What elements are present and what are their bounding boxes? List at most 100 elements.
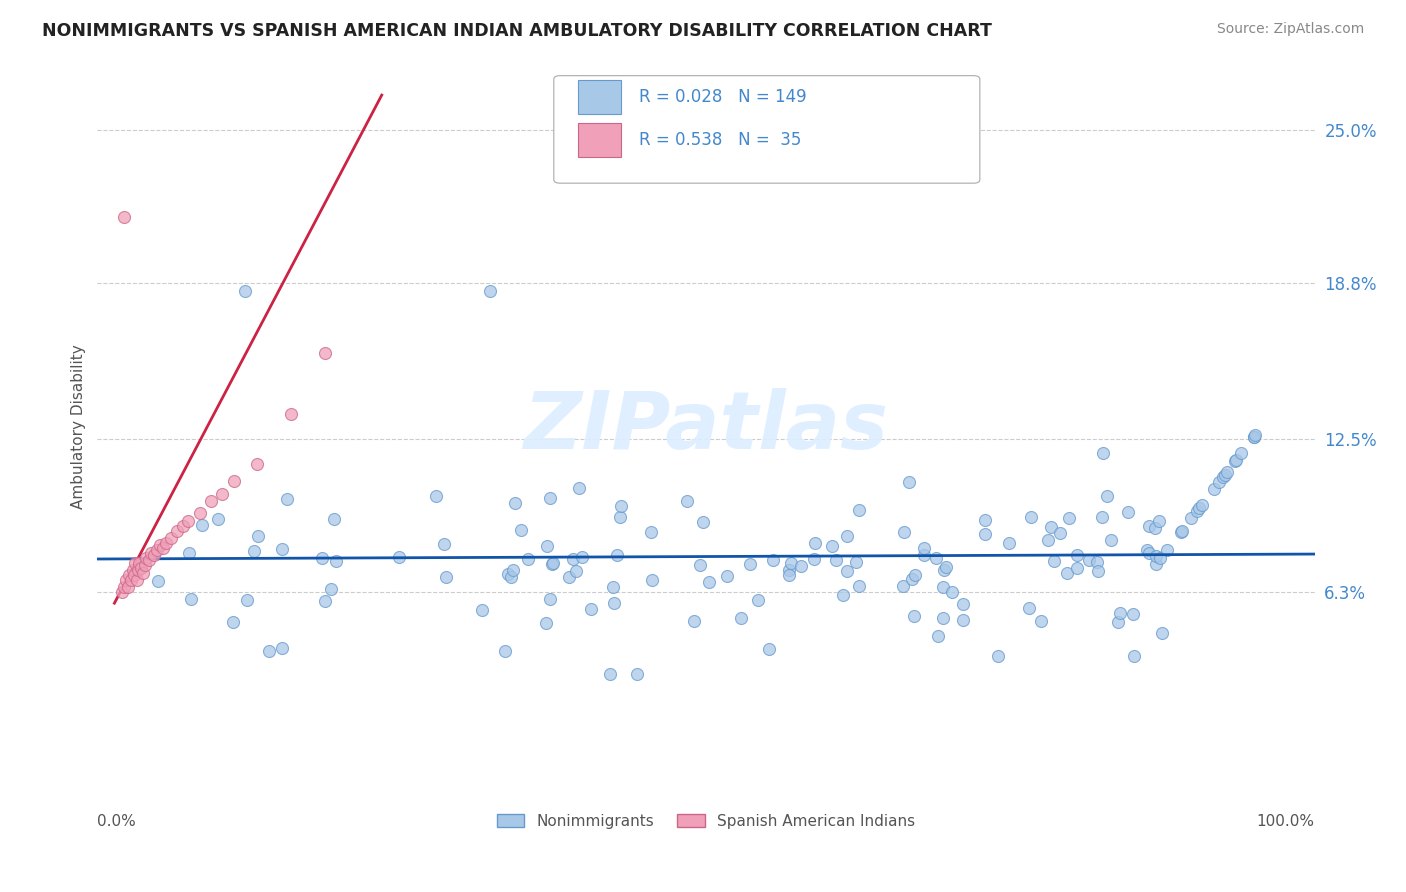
Point — [280, 408, 302, 422]
Point — [626, 666, 648, 681]
Point — [780, 556, 803, 570]
Point — [494, 644, 516, 658]
Legend: Nonimmigrants, Spanish American Indians: Nonimmigrants, Spanish American Indians — [491, 807, 921, 835]
Point — [974, 526, 997, 541]
Point — [503, 496, 526, 510]
Point — [602, 580, 624, 594]
Point — [1137, 518, 1160, 533]
Point — [562, 551, 585, 566]
Point — [536, 539, 558, 553]
Point — [145, 543, 167, 558]
Point — [211, 486, 233, 500]
Point — [1191, 498, 1213, 512]
Point — [952, 613, 974, 627]
Point — [112, 581, 135, 595]
Point — [246, 457, 269, 471]
Text: NONIMMIGRANTS VS SPANISH AMERICAN INDIAN AMBULATORY DISABILITY CORRELATION CHART: NONIMMIGRANTS VS SPANISH AMERICAN INDIAN… — [42, 22, 993, 40]
Point — [790, 558, 813, 573]
Point — [1122, 607, 1144, 621]
Point — [1019, 510, 1042, 524]
Point — [1149, 550, 1171, 565]
Point — [571, 550, 593, 565]
Point — [1188, 501, 1211, 516]
Point — [927, 630, 949, 644]
Point — [747, 593, 769, 607]
Point — [510, 524, 533, 538]
Point — [1225, 454, 1247, 468]
Point — [845, 555, 868, 569]
Point — [1244, 428, 1267, 442]
FancyBboxPatch shape — [554, 76, 980, 183]
Point — [122, 568, 145, 582]
Point — [1171, 524, 1194, 538]
Point — [1031, 614, 1053, 628]
Point — [129, 560, 152, 574]
Point — [1043, 554, 1066, 568]
Point — [558, 569, 581, 583]
Point — [610, 499, 633, 513]
Point — [935, 560, 957, 574]
Text: R = 0.028   N = 149: R = 0.028 N = 149 — [638, 88, 807, 106]
Point — [200, 494, 222, 508]
Point — [540, 557, 562, 571]
Point — [1092, 446, 1115, 460]
Point — [602, 596, 624, 610]
Point — [692, 515, 714, 529]
Point — [641, 574, 664, 588]
Point — [325, 554, 347, 568]
Point — [901, 573, 924, 587]
Point — [1056, 566, 1078, 580]
Point — [825, 553, 848, 567]
Point — [177, 514, 200, 528]
Point — [640, 524, 662, 539]
Point — [837, 529, 859, 543]
Point — [127, 573, 149, 587]
Point — [314, 594, 336, 608]
Point — [478, 284, 501, 298]
Point — [1018, 601, 1040, 615]
Point — [118, 568, 141, 582]
Point — [124, 556, 146, 570]
Point — [117, 581, 139, 595]
Point — [804, 536, 827, 550]
FancyBboxPatch shape — [578, 80, 621, 114]
Point — [534, 616, 557, 631]
Point — [434, 570, 457, 584]
Point — [716, 569, 738, 583]
Point — [188, 506, 211, 520]
Point — [538, 491, 561, 505]
Point — [683, 614, 706, 628]
Point — [987, 648, 1010, 663]
Point — [730, 610, 752, 624]
Point — [932, 563, 955, 577]
Point — [191, 518, 214, 533]
Point — [1057, 511, 1080, 525]
Point — [425, 489, 447, 503]
Point — [222, 474, 245, 488]
Point — [1107, 615, 1129, 629]
Point — [599, 666, 621, 681]
Point — [1185, 504, 1208, 518]
Point — [127, 563, 149, 577]
Point — [941, 585, 963, 599]
Point — [135, 550, 157, 565]
Point — [1109, 607, 1132, 621]
Point — [1243, 429, 1265, 443]
Point — [139, 546, 162, 560]
Point — [121, 573, 143, 587]
Point — [502, 563, 524, 577]
Point — [114, 573, 136, 587]
Point — [912, 549, 935, 563]
Point — [758, 642, 780, 657]
Point — [925, 551, 948, 566]
Y-axis label: Ambulatory Disability: Ambulatory Disability — [72, 344, 86, 509]
Point — [848, 579, 870, 593]
Point — [172, 518, 194, 533]
Point — [1087, 565, 1109, 579]
Point — [498, 567, 520, 582]
Point — [699, 574, 721, 589]
Point — [314, 345, 336, 359]
Point — [974, 513, 997, 527]
Point — [1099, 533, 1122, 547]
Point — [1066, 548, 1088, 562]
